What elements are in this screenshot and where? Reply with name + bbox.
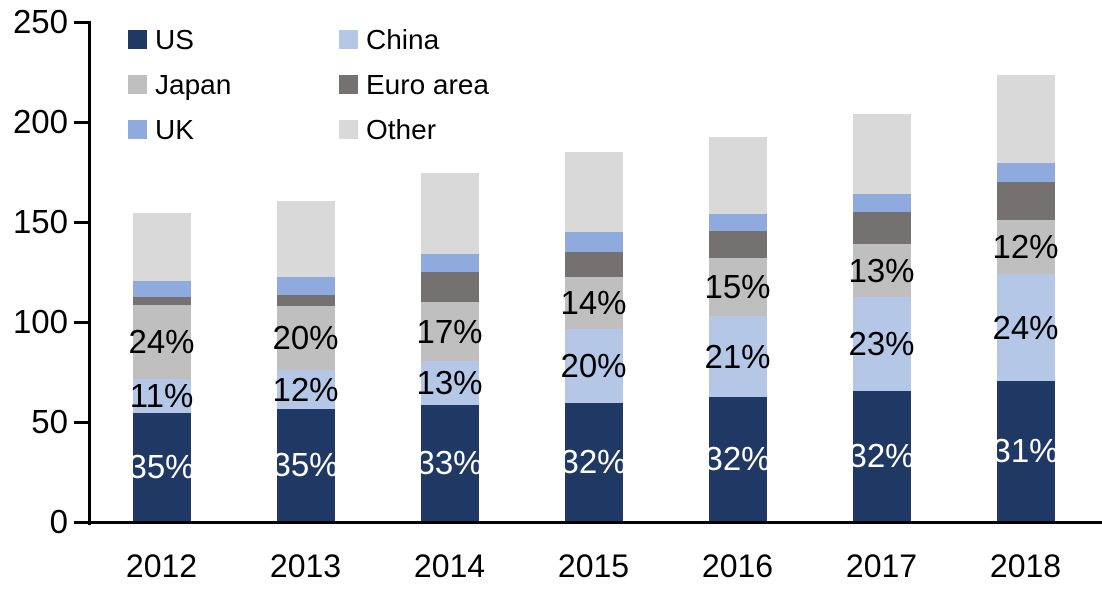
bar-segment-other [852,114,911,194]
bar-segment-uk [708,214,767,231]
bar-segment-us [132,413,191,521]
bar-segment-uk [420,254,479,272]
bar-segment-china [852,297,911,391]
y-tick-mark [74,321,91,324]
bar-segment-other [996,75,1055,163]
bar-pct-label-us: 32% [704,440,771,477]
bar-segment-uk [852,194,911,212]
bar-pct-label-us: 33% [416,444,483,481]
bar-pct-label-china: 21% [704,337,771,375]
bar-segment-uk [276,277,335,295]
bar-segment-us [996,381,1055,521]
bar-segment-euro-area [132,297,191,305]
y-tick-label: 100 [12,303,68,340]
bar-pct-label-us: 32% [560,443,627,480]
bar-pct-label-japan: 12% [992,228,1059,265]
legend-label-us: US [155,24,194,55]
bar-pct-label-japan: 24% [128,323,195,360]
bar-pct-label-japan: 17% [416,312,483,350]
legend-label-other: Other [366,114,437,145]
y-tick-label: 250 [12,3,68,40]
bar-segment-japan [996,220,1055,274]
bar-pct-label-us: 35% [128,448,195,485]
bar-pct-label-japan: 20% [272,319,339,356]
x-axis-label-2014: 2014 [413,548,486,584]
y-tick-mark [74,421,91,424]
bar-segment-china [564,329,623,403]
bar-segment-us [276,409,335,521]
x-axis-label-2013: 2013 [269,548,342,584]
bar-segment-japan [564,277,623,329]
bar-segment-japan [132,305,191,379]
bar-segment-china [996,274,1055,381]
bar-segment-uk [996,163,1055,182]
bar-pct-label-china: 13% [416,364,483,401]
bar-segment-china [276,370,335,409]
bar-pct-label-china: 11% [129,377,194,414]
bar-pct-label-us: 35% [272,446,339,483]
x-axis-label-2018: 2018 [989,548,1062,584]
bar-pct-label-japan: 14% [560,284,627,321]
bar-segment-china [708,316,767,397]
bar-segment-euro-area [564,252,623,277]
bar-pct-label-japan: 13% [848,251,915,289]
bar-segment-us [420,405,479,521]
bar-pct-label-china: 24% [992,308,1059,346]
bar-segment-other [132,213,191,281]
bar-segment-japan [852,244,911,297]
bar-segment-japan [276,306,335,370]
bar-pct-label-japan: 15% [704,268,771,305]
bar-segment-other [564,152,623,232]
legend-swatch-uk [128,120,147,139]
y-axis-line [88,21,91,525]
bar-segment-uk [132,281,191,297]
bar-pct-label-us: 32% [848,437,915,474]
y-tick-label: 0 [49,503,68,540]
x-axis-line [74,521,1102,524]
bar-segment-euro-area [996,182,1055,220]
bar-pct-label-china: 20% [560,347,627,384]
bar-segment-euro-area [420,272,479,302]
legend-swatch-us [128,30,147,49]
bar-segment-euro-area [708,231,767,258]
bar-pct-label-china: 23% [848,325,915,362]
bar-segment-other [276,201,335,277]
y-tick-label: 150 [12,203,68,240]
x-axis-label-2015: 2015 [557,548,630,584]
legend-label-japan: Japan [155,69,232,100]
bar-segment-us [564,403,623,521]
bar-segment-uk [564,232,623,252]
legend-label-euro-area: Euro area [366,69,489,100]
x-axis-label-2016: 2016 [701,548,774,584]
x-axis-label-2012: 2012 [125,548,198,584]
y-tick-mark [74,121,91,124]
legend-swatch-other [339,120,358,139]
y-tick-mark [74,221,91,224]
bar-segment-us [852,391,911,521]
legend-swatch-euro-area [339,75,358,94]
legend-label-uk: UK [155,114,194,145]
bar-segment-euro-area [276,295,335,306]
bar-pct-label-us: 31% [992,432,1059,469]
bar-segment-japan [420,302,479,361]
x-axis-label-2017: 2017 [845,548,918,584]
bar-segment-other [420,173,479,254]
y-tick-label: 50 [31,403,68,440]
legend-swatch-china [339,30,358,49]
bar-segment-china [420,361,479,405]
bar-segment-us [708,397,767,521]
bar-pct-label-china: 12% [272,370,339,408]
bar-segment-other [708,137,767,214]
bar-segment-euro-area [852,212,911,244]
y-tick-label: 200 [12,103,68,140]
legend-label-china: China [366,24,440,55]
y-tick-mark [74,21,91,24]
bar-segment-japan [708,258,767,316]
bar-segment-china [132,379,191,413]
legend-swatch-japan [128,75,147,94]
